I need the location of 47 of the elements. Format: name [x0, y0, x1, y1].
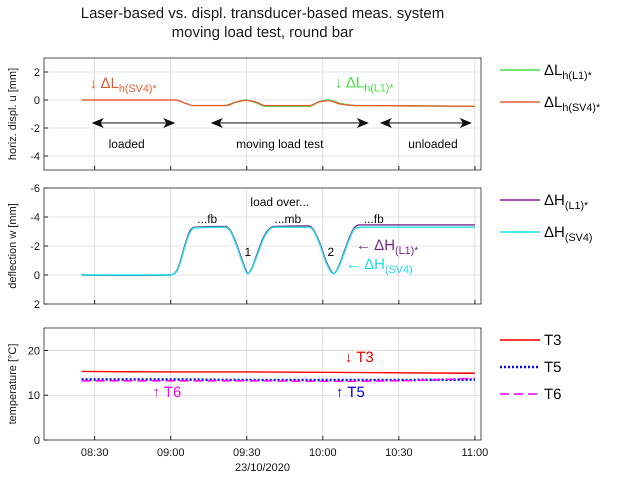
annotation: ↑ T5	[336, 384, 365, 401]
legend-label: ΔH$_{(SV4)}$	[544, 224, 592, 244]
y-tick-label: 0	[34, 270, 40, 282]
y-axis-title: horiz. displ. u [mm]	[7, 68, 19, 160]
annotation: ← ΔH$_{(L1)*}$	[356, 237, 420, 258]
x-axis-title: 23/10/2020	[234, 462, 290, 474]
x-tick-label: 10:00	[309, 447, 337, 459]
y-tick-label: 2	[34, 299, 40, 311]
y-tick-label: 0	[34, 435, 40, 447]
y-tick-label: 0	[34, 95, 40, 107]
y-axis-title: deflection w [mm]	[7, 203, 19, 289]
y-tick-label: 10	[28, 390, 40, 402]
legend-label: T5	[544, 359, 562, 376]
annotation: unloaded	[408, 137, 458, 152]
legend-label: ΔL$_{h(SV4)*}$	[544, 94, 601, 114]
annotation: ← ΔH$_{(SV4)}$	[346, 256, 413, 276]
annotation: ↓ T3	[344, 349, 374, 366]
annotation: ↓ ΔL$_{h(SV4)*}$	[90, 74, 158, 96]
annotation: ↓ ΔL$_{h(L1)*}$	[334, 74, 394, 95]
y-tick-label: -4	[30, 212, 40, 224]
legend-label: T3	[544, 332, 562, 349]
y-axis-title: temperature [°C]	[7, 344, 19, 424]
y-tick-label: 2	[34, 67, 40, 79]
annotation: ...fb	[364, 212, 384, 226]
annotation: ↑ T6	[152, 384, 182, 401]
annotation: load over...	[250, 194, 310, 209]
legend-label: ΔL$_{h(L1)*}$	[544, 62, 593, 82]
y-tick-label: 20	[28, 345, 40, 358]
chart-title: Laser-based vs. displ. transducer-based meas. system moving load test, round bar	[80, 5, 444, 41]
legend-label: T6	[544, 386, 562, 403]
x-tick-label: 09:00	[156, 447, 184, 459]
x-tick-label: 09:30	[233, 447, 261, 459]
annotation: 2	[328, 245, 335, 260]
y-tick-label: -2	[30, 241, 40, 253]
annotation: moving load test	[236, 137, 324, 152]
y-tick-label: -6	[30, 183, 40, 195]
annotation: ...fb	[197, 212, 218, 226]
x-tick-label: 10:30	[385, 447, 413, 459]
x-tick-label: 11:00	[462, 447, 488, 459]
annotation: 1	[244, 245, 252, 260]
legend-label: ΔH$_{(L1)*}$	[544, 192, 590, 212]
y-tick-label: -4	[30, 151, 40, 163]
annotation: ...mb	[274, 212, 302, 226]
annotation: loaded	[108, 137, 145, 152]
y-tick-label: -2	[30, 123, 40, 135]
line-series	[80, 99, 476, 107]
x-tick-label: 08:30	[80, 447, 108, 459]
